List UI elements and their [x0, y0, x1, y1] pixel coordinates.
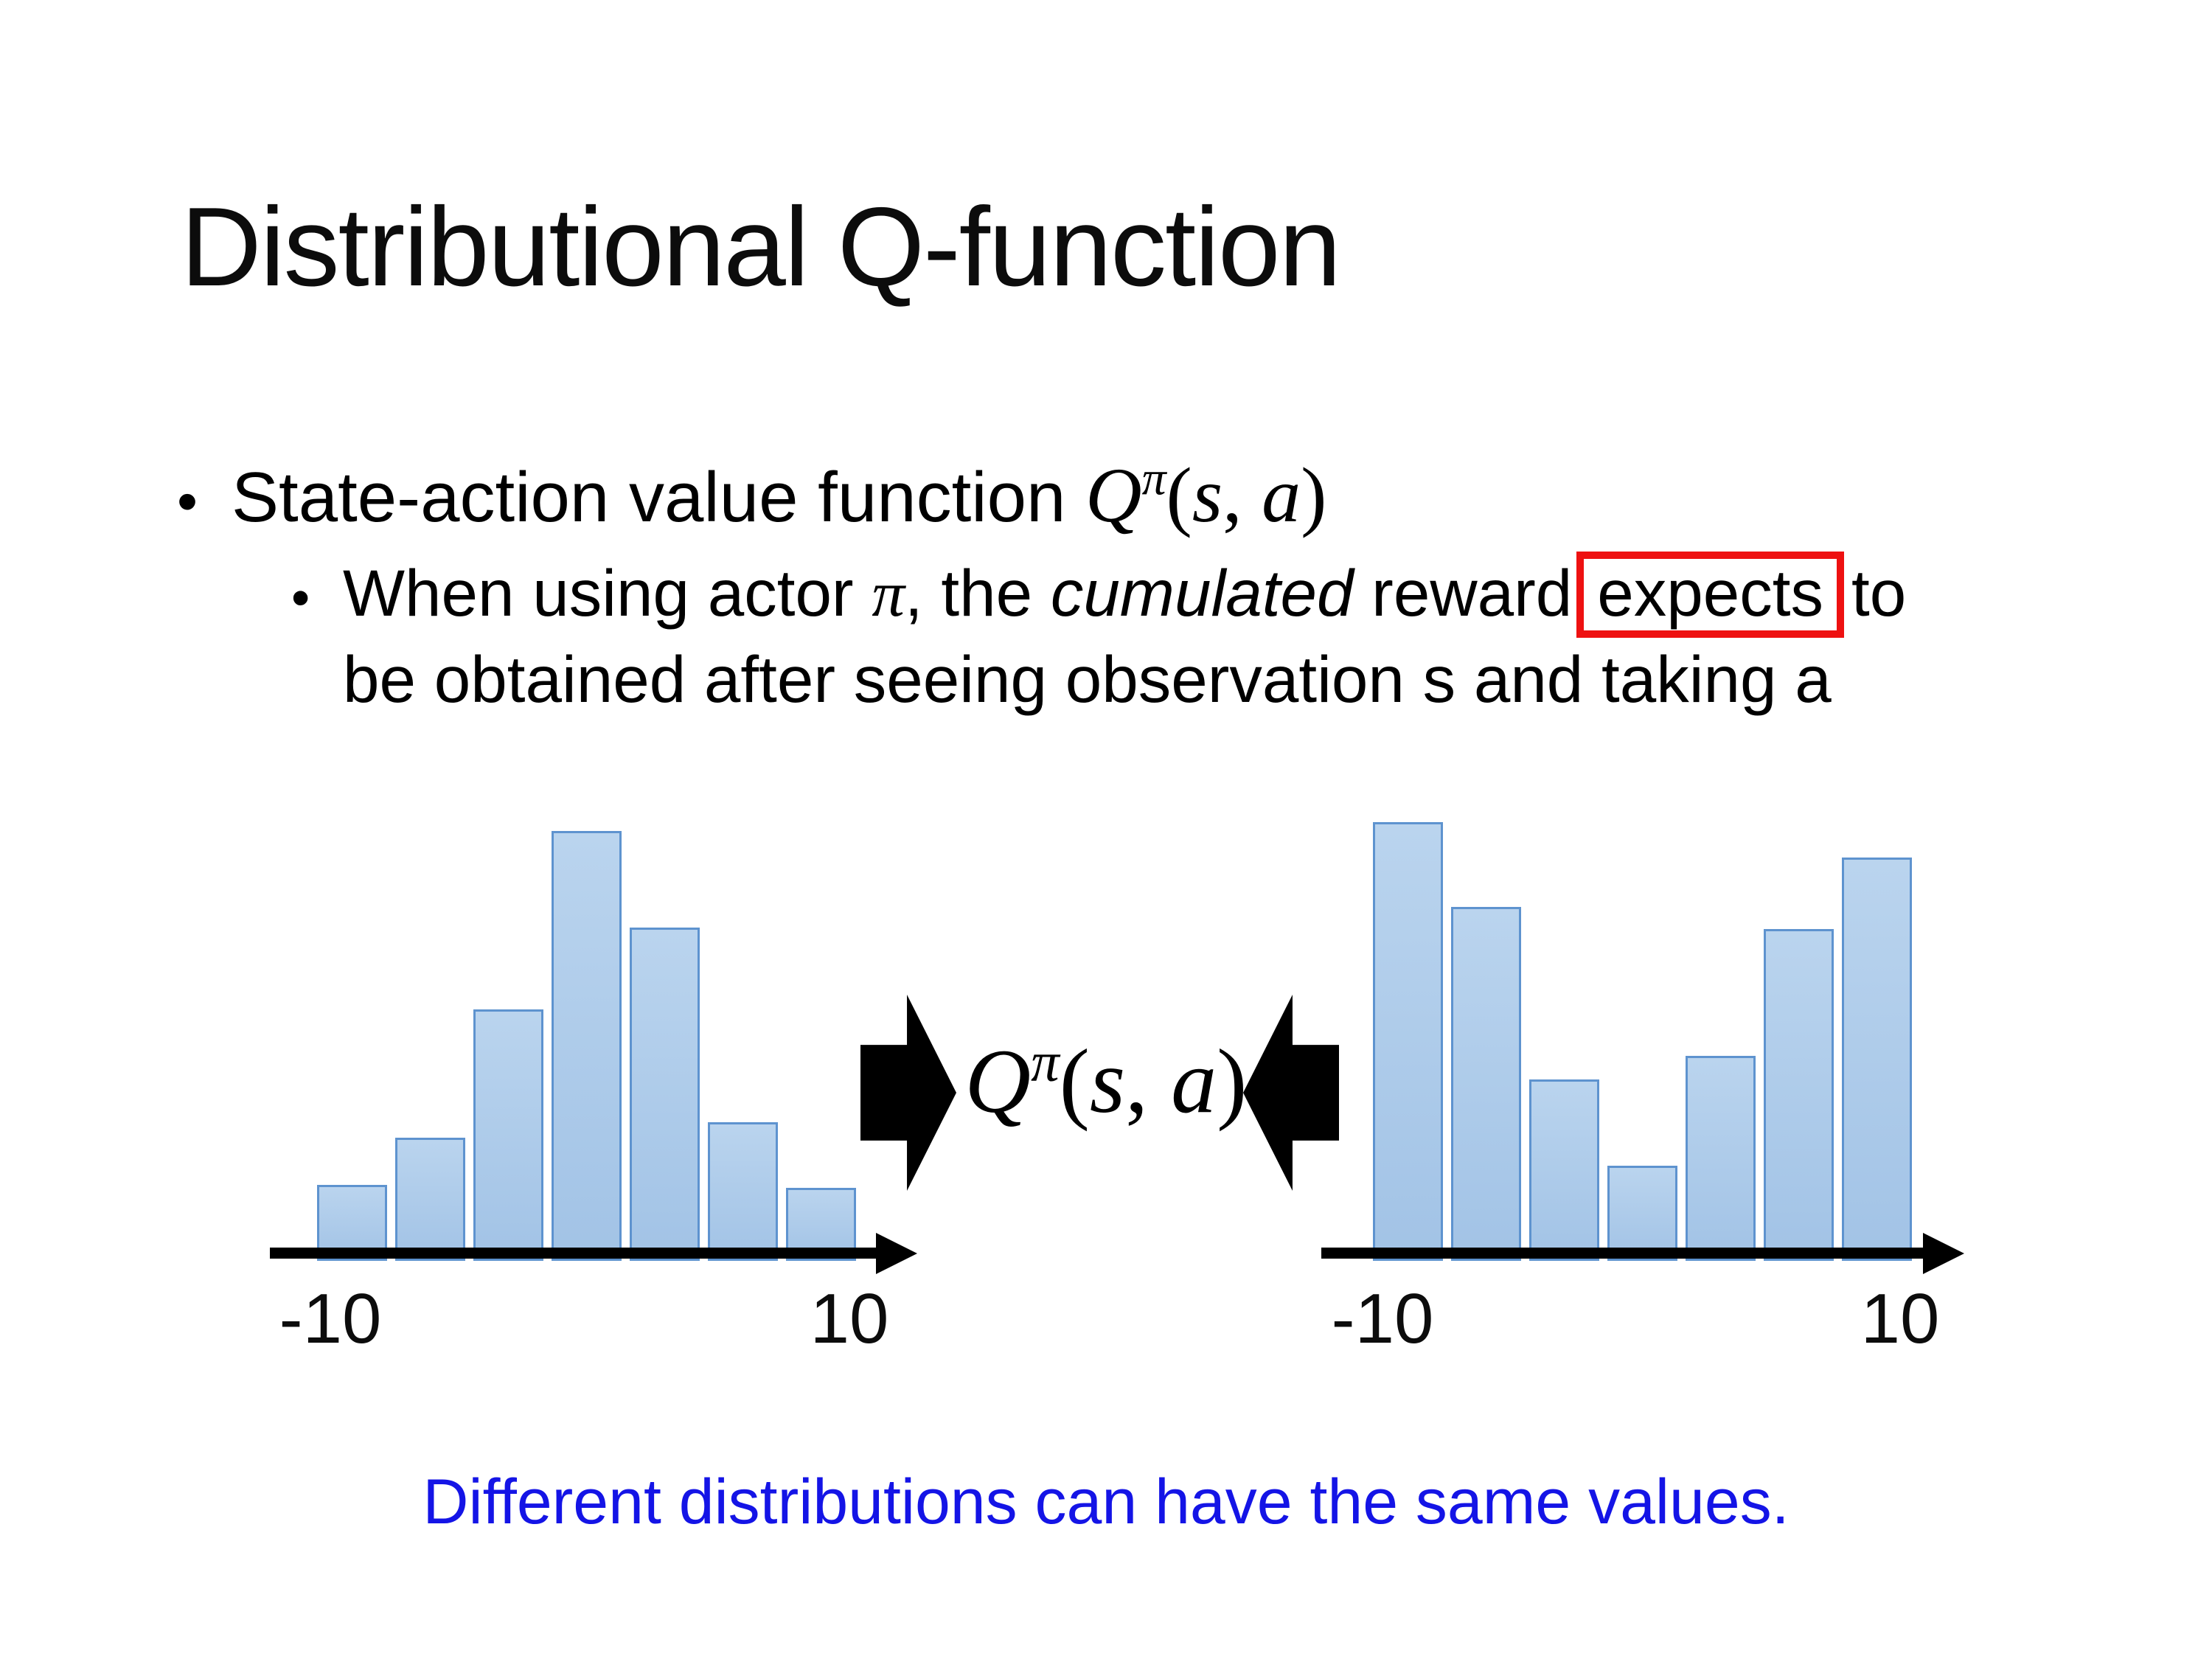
histogram-bar [1764, 929, 1834, 1261]
formula-arg-s: s [1192, 452, 1223, 538]
histogram-bar [1529, 1079, 1599, 1261]
bullet2-line2: be obtained after seeing observation s a… [343, 642, 1832, 717]
histogram-bar [473, 1009, 543, 1261]
highlight-box: expects [1576, 552, 1844, 639]
histogram-bar [1373, 822, 1443, 1261]
axis-tick-label-right-min: -10 [1331, 1279, 1434, 1358]
bullet2-seg2: , the [904, 556, 1051, 630]
histogram-bar [1686, 1056, 1756, 1261]
formula-close-paren: ) [1301, 452, 1327, 538]
bullet-marker: • [177, 468, 198, 534]
histogram-bar [552, 831, 622, 1261]
histogram-left [317, 814, 877, 1261]
formula-comma: , [1125, 1031, 1172, 1132]
formula-open-paren: ( [1059, 1031, 1090, 1132]
x-axis-right [1321, 1248, 1923, 1259]
x-axis-left [270, 1248, 876, 1259]
axis-arrowhead-icon [876, 1233, 917, 1274]
pi-symbol: π [872, 558, 905, 630]
axis-arrowhead-icon [1923, 1233, 1964, 1274]
formula-arg-s: s [1089, 1031, 1126, 1132]
formula-comma: , [1222, 452, 1262, 538]
formula-close-paren: ) [1217, 1031, 1248, 1132]
formula-open-paren: ( [1166, 452, 1192, 538]
bullet2-seg3: reward [1353, 556, 1573, 630]
bullet2-seg4: to [1851, 556, 1907, 630]
formula-arg-a: a [1262, 452, 1301, 538]
histogram-bar [630, 928, 700, 1261]
histogram-bar [1607, 1166, 1677, 1261]
formula-pi-superscript: π [1141, 451, 1166, 506]
q-function-formula: Qπ(s, a) [965, 1029, 1248, 1134]
histogram-bar [1451, 907, 1521, 1261]
axis-tick-label-left-min: -10 [279, 1279, 382, 1358]
highlighted-word: expects [1597, 556, 1823, 630]
histogram-bar [395, 1138, 465, 1261]
bullet-level2: • When using actor π, the cumulated rewa… [291, 552, 2076, 721]
formula-pi-superscript: π [1031, 1030, 1060, 1093]
bullet2-seg1: When using actor [343, 556, 872, 630]
bullet-marker: • [291, 568, 310, 627]
histogram-bar [1842, 858, 1912, 1261]
bullet1-content: State-action value function Qπ(s, a) [232, 447, 1326, 545]
caption-text: Different distributions can have the sam… [422, 1467, 1790, 1537]
q-function-inline-formula: Qπ(s, a) [1085, 452, 1326, 538]
formula-arg-a: a [1171, 1031, 1217, 1132]
block-arrow-left-icon [1243, 995, 1339, 1191]
formula-q: Q [964, 1031, 1032, 1132]
histogram-bar [708, 1122, 778, 1261]
bullet2-italic-word: cumulated [1050, 556, 1354, 630]
bullet-level1: • State-action value function Qπ(s, a) [177, 447, 1326, 545]
axis-tick-label-left-max: 10 [810, 1279, 889, 1358]
bullet2-content: When using actor π, the cumulated reward… [343, 552, 1906, 721]
formula-q: Q [1085, 452, 1142, 538]
slide-title: Distributional Q-function [181, 184, 1341, 310]
bullet1-text: State-action value function [232, 458, 1086, 537]
histogram-right [1373, 814, 1933, 1261]
axis-tick-label-right-max: 10 [1860, 1279, 1940, 1358]
